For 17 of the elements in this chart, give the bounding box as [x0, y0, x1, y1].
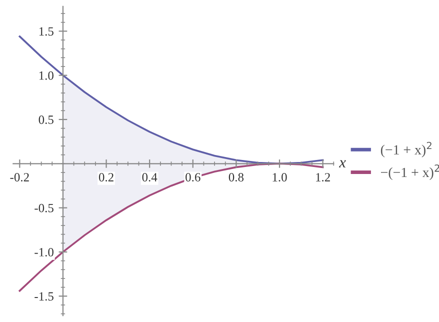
y-tick-label: -1.0 — [34, 248, 54, 256]
y-tick-label: -0.5 — [34, 204, 54, 212]
y-tick-label: 0.5 — [38, 116, 54, 124]
line-series — [18, 36, 324, 165]
x-axis-title: x — [339, 160, 346, 168]
x-tick-label: 1.2 — [316, 173, 330, 182]
x-tick-label: 0.4 — [142, 173, 158, 182]
x-tick-label: 0.2 — [98, 173, 114, 182]
y-tick-label: -1.5 — [34, 292, 54, 301]
x-tick-label: 1.0 — [272, 173, 287, 182]
x-tick-label: 0.6 — [186, 173, 200, 182]
x-tick-label: -0.2 — [10, 173, 29, 182]
y-tick-label: 1.0 — [39, 71, 54, 80]
x-tick-label: 0.8 — [228, 173, 244, 182]
legend-label: (−1 + x)$^{2}$ — [380, 142, 432, 158]
legend-label: −(−1 + x)$^{2}$ — [381, 164, 439, 180]
y-tick-label: 1.5 — [39, 27, 54, 36]
